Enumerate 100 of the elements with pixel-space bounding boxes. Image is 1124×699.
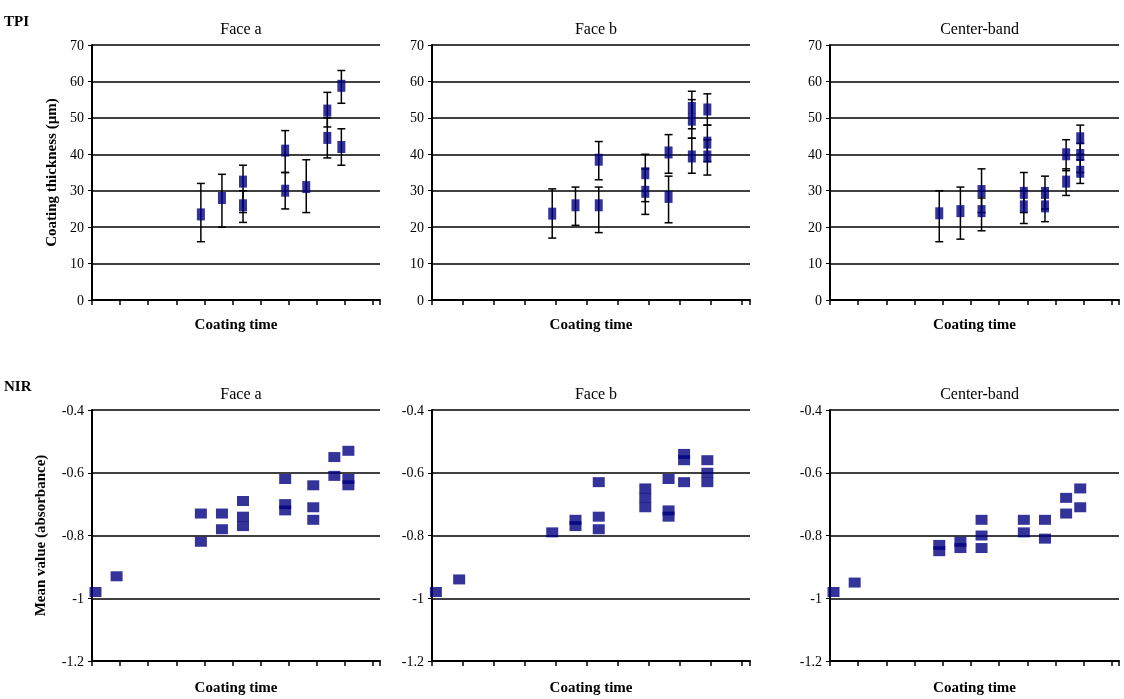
text: NIR (4, 377, 32, 394)
chart-title: Center-band (940, 384, 1019, 402)
y-axis-title: Mean value (absorbance) (31, 454, 49, 617)
point (328, 452, 341, 463)
point (701, 477, 714, 488)
point (429, 586, 442, 597)
point (237, 495, 250, 506)
y-tick-label: 30 (410, 183, 424, 199)
point (701, 467, 714, 478)
point (337, 141, 346, 153)
point (342, 480, 355, 491)
point (1074, 502, 1087, 513)
chart-title: Center-band (940, 19, 1019, 37)
y-tick-label: 0 (815, 292, 822, 308)
chart-title: Face b (574, 384, 618, 402)
y-tick-label: 20 (70, 219, 84, 235)
y-tick-label: -1.2 (799, 653, 822, 669)
y-tick-label: -0.8 (401, 528, 424, 543)
y-tick-label: 60 (410, 73, 424, 89)
y-tick-label: -0.6 (61, 465, 84, 481)
point (1060, 508, 1073, 519)
x-axis-title: Coating time (933, 678, 1017, 695)
point (307, 514, 320, 525)
y-tick-label: 10 (410, 256, 424, 272)
point (342, 445, 355, 456)
point (215, 508, 228, 519)
y-tick-label: 10 (70, 256, 84, 272)
point (678, 477, 691, 488)
point (194, 536, 207, 547)
y-axis-title: Coating thickness (µm) (42, 98, 60, 247)
y-tick-label: 0 (417, 292, 424, 308)
point (217, 192, 226, 204)
text: TPI (4, 12, 30, 29)
point (1038, 514, 1051, 525)
point (1060, 492, 1073, 503)
point (1017, 527, 1030, 538)
y-tick-label: -1 (412, 590, 424, 606)
point (307, 502, 320, 513)
y-tick-label: 0 (77, 292, 84, 308)
y-tick-label: 40 (70, 146, 84, 162)
x-axis-title: Coating time (194, 678, 278, 695)
y-tick-label: -1.2 (401, 653, 424, 669)
y-tick-label: 70 (410, 37, 424, 53)
y-tick-label: 50 (410, 110, 424, 126)
point (975, 543, 988, 554)
y-tick-label: 60 (808, 73, 822, 89)
y-tick-label: -0.8 (61, 528, 84, 543)
point (592, 524, 605, 535)
point (194, 508, 207, 519)
y-tick-label: -1.2 (61, 653, 84, 669)
point (701, 455, 714, 466)
point (546, 527, 559, 538)
y-tick-label: 70 (808, 37, 822, 53)
y-tick-label: 50 (70, 110, 84, 126)
y-tick-label: -1 (72, 590, 84, 606)
chart-title: Face b (574, 19, 618, 37)
point (592, 477, 605, 488)
x-axis-title: Coating time (549, 315, 633, 332)
y-tick-label: 70 (70, 37, 84, 53)
chart-title: Face a (220, 384, 262, 402)
point (639, 492, 652, 503)
y-tick-label: 50 (808, 110, 822, 126)
y-tick-label: -1 (810, 590, 822, 606)
point (639, 483, 652, 494)
y-tick-label: 10 (808, 256, 822, 272)
point (237, 511, 250, 522)
point (827, 586, 840, 597)
point (662, 511, 675, 522)
point (279, 474, 292, 485)
y-tick-label: 60 (70, 73, 84, 89)
point (933, 546, 946, 557)
point (307, 480, 320, 491)
point (1038, 533, 1051, 544)
x-axis-title: Coating time (549, 678, 633, 695)
y-tick-label: -0.6 (401, 465, 424, 481)
point (237, 521, 250, 532)
point (662, 474, 675, 485)
point (569, 521, 582, 532)
point (328, 470, 341, 481)
point (848, 577, 861, 588)
point (975, 530, 988, 541)
point (639, 502, 652, 513)
point (279, 505, 292, 516)
point (592, 511, 605, 522)
y-tick-label: 30 (808, 183, 822, 199)
y-tick-label: 40 (410, 146, 424, 162)
point (453, 574, 466, 585)
point (678, 455, 691, 466)
y-tick-label: 40 (808, 146, 822, 162)
chart-title: Face a (220, 19, 262, 37)
point (1017, 514, 1030, 525)
y-tick-label: 30 (70, 183, 84, 199)
y-tick-label: -0.6 (799, 465, 822, 481)
y-tick-label: -0.4 (401, 402, 424, 418)
point (89, 586, 102, 597)
y-tick-label: -0.4 (61, 402, 84, 418)
y-tick-label: -0.8 (799, 528, 822, 543)
y-tick-label: 20 (808, 219, 822, 235)
point (975, 514, 988, 525)
x-axis-title: Coating time (194, 315, 278, 332)
